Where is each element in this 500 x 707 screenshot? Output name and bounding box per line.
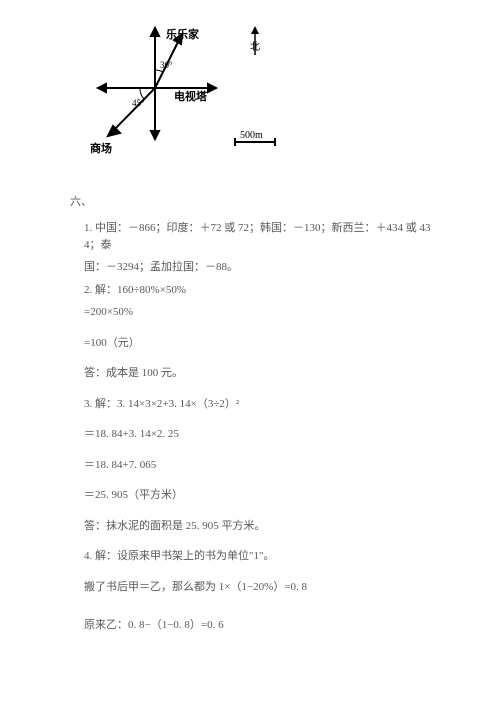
q3-line-4: 答：抹水泥的面积是 25. 905 平方米。: [84, 518, 440, 535]
q3-line-3: ＝25. 905（平方米）: [84, 487, 440, 504]
compass-diagram: 北 乐乐家 30° 电视塔 45° 商场: [80, 20, 440, 176]
q2-line-3: 答：成本是 100 元。: [84, 365, 440, 382]
diagram-svg: 北 乐乐家 30° 电视塔 45° 商场: [80, 20, 290, 170]
north-label: 北: [250, 41, 260, 53]
tv-tower-label: 电视塔: [174, 89, 208, 103]
mall-label: 商场: [90, 141, 112, 155]
q4-line-1: 搬了书后甲＝乙，那么都为 1×（1−20%）=0. 8: [84, 579, 440, 596]
q3-line-2: ＝18. 84+7. 065: [84, 457, 440, 474]
q1-line2: 国：－3294；孟加拉国：－88。: [84, 259, 440, 276]
scale-label: 500m: [240, 130, 263, 141]
angle-bottom-label: 45°: [132, 98, 145, 108]
q3-line-0: 3. 解：3. 14×3×2+3. 14×（3÷2）²: [84, 396, 440, 413]
lele-home-label: 乐乐家: [166, 27, 200, 41]
q2-line-1: =200×50%: [84, 304, 440, 321]
q2-line-0: 2. 解：160÷80%×50%: [84, 282, 440, 299]
angle-top-label: 30°: [160, 60, 173, 70]
q4-line-2: 原来乙：0. 8−（1−0. 8）=0. 6: [84, 617, 440, 634]
q1-line1: 1. 中国：－866；印度：＋72 或 72；韩国：－130；新西兰：＋434 …: [84, 220, 440, 253]
q2-line-2: =100（元）: [84, 335, 440, 352]
q4-line-0: 4. 解：设原来甲书架上的书为单位"1"。: [84, 548, 440, 565]
section-six-title: 六、: [70, 194, 440, 211]
q3-line-1: ＝18. 84+3. 14×2. 25: [84, 426, 440, 443]
